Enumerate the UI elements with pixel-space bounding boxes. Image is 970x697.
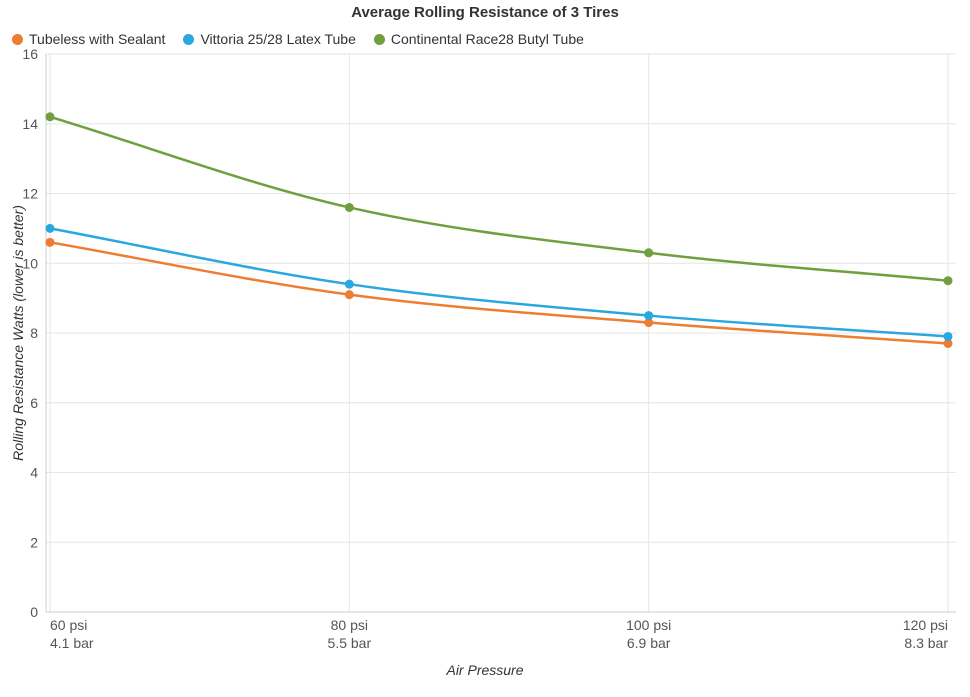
data-point — [46, 112, 55, 121]
data-point — [345, 279, 354, 288]
y-tick-label: 8 — [30, 325, 38, 341]
y-tick-label: 0 — [30, 604, 38, 620]
y-tick-label: 16 — [22, 46, 38, 62]
data-point — [944, 331, 953, 340]
y-axis-label: Rolling Resistance Watts (lower is bette… — [10, 205, 26, 461]
data-point — [944, 276, 953, 285]
chart-plot-area: 024681012141660 psi4.1 bar80 psi5.5 bar1… — [46, 54, 956, 656]
y-tick-label: 6 — [30, 394, 38, 410]
legend-marker — [374, 34, 385, 45]
data-point — [46, 237, 55, 246]
legend: Tubeless with Sealant Vittoria 25/28 Late… — [0, 21, 970, 48]
legend-item: Continental Race28 Butyl Tube — [374, 31, 584, 47]
x-tick-label-psi: 80 psi — [331, 617, 368, 633]
x-tick-label-psi: 100 psi — [626, 617, 671, 633]
x-tick-label-psi: 120 psi — [903, 617, 948, 633]
data-point — [644, 248, 653, 257]
y-tick-label: 12 — [22, 185, 38, 201]
y-tick-label: 14 — [22, 115, 38, 131]
legend-item: Vittoria 25/28 Latex Tube — [183, 31, 355, 47]
x-tick-label-bar: 8.3 bar — [904, 635, 948, 651]
legend-marker — [183, 34, 194, 45]
data-point — [46, 223, 55, 232]
x-tick-label-bar: 6.9 bar — [627, 635, 671, 651]
data-point — [345, 202, 354, 211]
chart-title: Average Rolling Resistance of 3 Tires — [0, 0, 970, 21]
y-tick-label: 2 — [30, 534, 38, 550]
x-tick-label-bar: 4.1 bar — [50, 635, 94, 651]
series-line — [50, 116, 948, 280]
legend-label: Continental Race28 Butyl Tube — [391, 31, 584, 47]
x-tick-label-psi: 60 psi — [50, 617, 87, 633]
data-point — [345, 290, 354, 299]
x-axis-label: Air Pressure — [0, 662, 970, 678]
data-point — [644, 311, 653, 320]
legend-label: Tubeless with Sealant — [29, 31, 165, 47]
y-tick-label: 4 — [30, 464, 38, 480]
x-tick-label-bar: 5.5 bar — [328, 635, 372, 651]
series-line — [50, 228, 948, 336]
legend-marker — [12, 34, 23, 45]
legend-label: Vittoria 25/28 Latex Tube — [200, 31, 355, 47]
